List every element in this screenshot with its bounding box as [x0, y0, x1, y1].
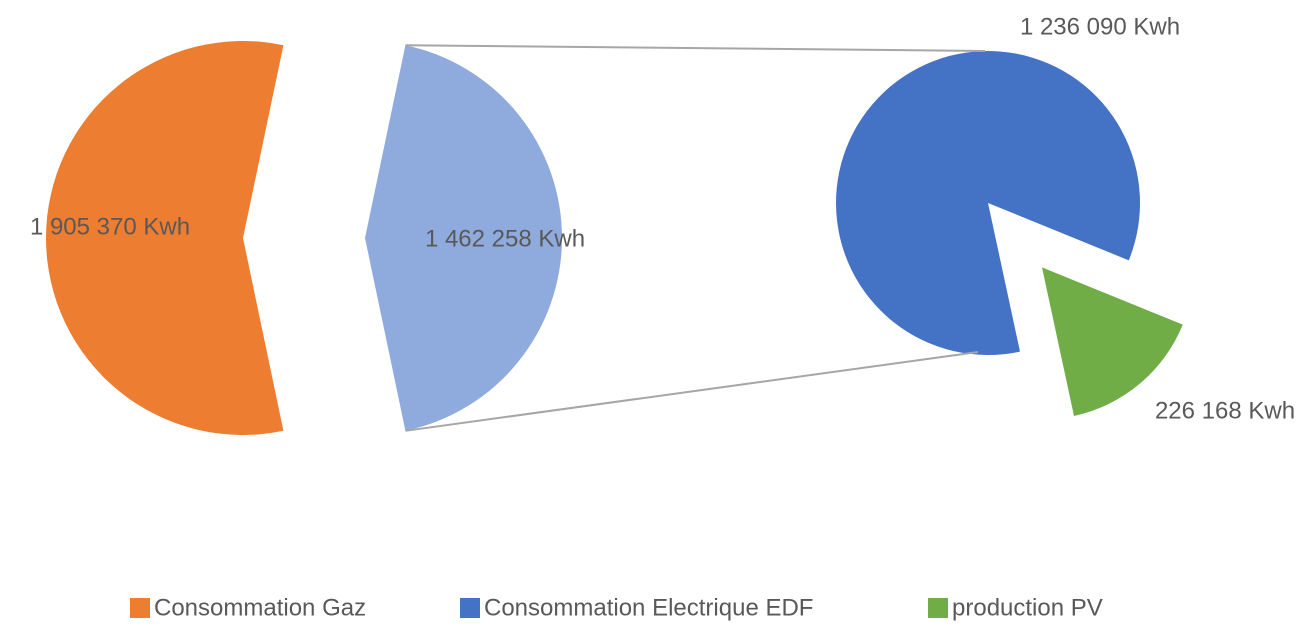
legend-label: Consommation Electrique EDF — [484, 594, 813, 621]
connector-line — [405, 44, 986, 52]
data-label: 226 168 Kwh — [1155, 397, 1295, 424]
pie-slice — [45, 41, 284, 436]
legend-label: Consommation Gaz — [154, 594, 366, 621]
data-label: 1 236 090 Kwh — [1020, 13, 1180, 40]
data-label: 1 905 370 Kwh — [30, 213, 190, 240]
data-label: 1 462 258 Kwh — [425, 225, 585, 252]
legend-label: production PV — [952, 594, 1103, 621]
legend-swatch — [928, 598, 948, 618]
legend-swatch — [460, 598, 480, 618]
pie-slice — [836, 50, 1141, 355]
connector-line — [405, 351, 979, 432]
pie-slice — [365, 45, 562, 431]
pie-slice — [1041, 267, 1183, 416]
legend-swatch — [130, 598, 150, 618]
